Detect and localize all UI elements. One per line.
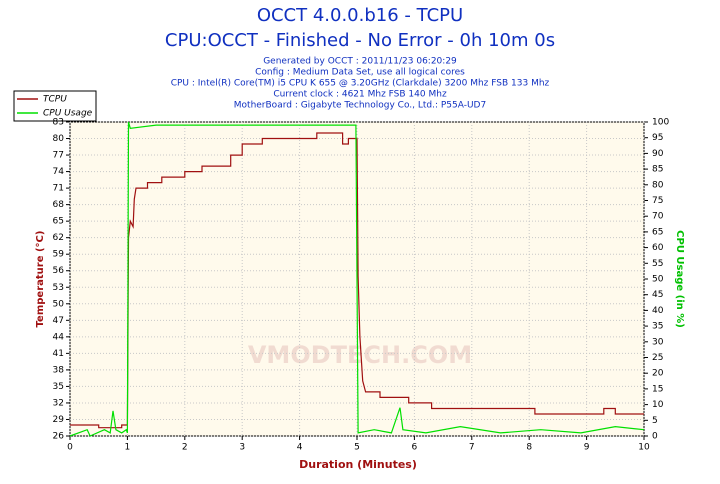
y-tick-label: 38: [53, 365, 65, 375]
y2-tick-label: 55: [652, 259, 663, 269]
x-tick-label: 2: [182, 443, 188, 453]
x-tick-label: 7: [469, 443, 475, 453]
y2-axis-label: CPU Usage (in %): [674, 230, 685, 328]
y2-tick-label: 70: [652, 212, 664, 222]
y-axis-label: Temperature (°C): [35, 231, 46, 328]
y2-tick-label: 5: [652, 416, 658, 426]
legend: [13, 90, 97, 122]
y-tick-label: 50: [53, 299, 65, 309]
y2-tick-label: 20: [652, 369, 664, 379]
y2-tick-label: 25: [652, 353, 663, 363]
y2-tick-label: 75: [652, 196, 663, 206]
x-tick-label: 4: [297, 443, 303, 453]
y2-tick-label: 10: [652, 400, 664, 410]
y-tick-label: 47: [53, 316, 64, 326]
series-line: [70, 132, 644, 429]
legend-label: CPU Usage: [43, 109, 93, 119]
x-tick-label: 9: [584, 443, 590, 453]
y2-tick-label: 80: [652, 180, 664, 190]
y2-tick-label: 30: [652, 337, 664, 347]
y-tick-label: 44: [53, 332, 65, 342]
chart-subtitle: CPU:OCCT - Finished - No Error - 0h 10m …: [165, 30, 555, 51]
y-tick-label: 83: [53, 118, 64, 128]
chart-title: OCCT 4.0.0.b16 - TCPU: [257, 5, 463, 26]
y-tick-label: 68: [53, 200, 65, 210]
info-line: Config : Medium Data Set, use all logica…: [255, 68, 465, 78]
y-tick-label: 62: [53, 233, 64, 243]
y2-tick-label: 60: [652, 243, 664, 253]
y-tick-label: 35: [53, 382, 64, 392]
x-tick-label: 3: [239, 443, 245, 453]
x-axis-label: Duration (Minutes): [299, 458, 417, 471]
y2-tick-label: 45: [652, 290, 663, 300]
x-tick-label: 8: [526, 443, 532, 453]
x-tick-label: 6: [412, 443, 418, 453]
y-tick-label: 53: [53, 283, 64, 293]
y-tick-label: 56: [53, 266, 65, 276]
y-tick-label: 32: [53, 398, 64, 408]
y-tick-label: 29: [53, 415, 65, 425]
y2-tick-label: 100: [652, 118, 669, 128]
y2-tick-label: 50: [652, 275, 664, 285]
info-line: CPU : Intel(R) Core(TM) i5 CPU K 655 @ 3…: [171, 79, 550, 89]
y2-tick-label: 0: [652, 432, 658, 442]
y2-tick-label: 35: [652, 322, 663, 332]
y2-tick-label: 85: [652, 165, 663, 175]
info-line: Generated by OCCT : 2011/11/23 06:20:29: [263, 57, 457, 67]
series-line: [69, 121, 645, 437]
y-tick-label: 41: [53, 349, 64, 359]
x-tick-label: 10: [638, 443, 650, 453]
y-tick-label: 65: [53, 217, 64, 227]
x-tick-label: 1: [125, 443, 131, 453]
info-line: MotherBoard : Gigabyte Technology Co., L…: [234, 101, 486, 111]
info-line: Current clock : 4621 Mhz FSB 140 Mhz: [273, 90, 447, 100]
y-tick-label: 77: [53, 151, 64, 161]
y2-tick-label: 95: [652, 133, 663, 143]
y2-tick-label: 90: [652, 149, 664, 159]
y-tick-label: 59: [53, 250, 65, 260]
y-tick-label: 26: [53, 432, 65, 442]
x-tick-label: 5: [354, 443, 360, 453]
y-tick-label: 71: [53, 184, 64, 194]
y2-tick-label: 15: [652, 384, 663, 394]
y2-tick-label: 65: [652, 227, 663, 237]
y-tick-label: 74: [53, 167, 65, 177]
y-tick-label: 80: [53, 134, 65, 144]
legend-label: TCPU: [43, 95, 67, 105]
y2-tick-label: 40: [652, 306, 664, 316]
x-tick-label: 0: [67, 443, 73, 453]
